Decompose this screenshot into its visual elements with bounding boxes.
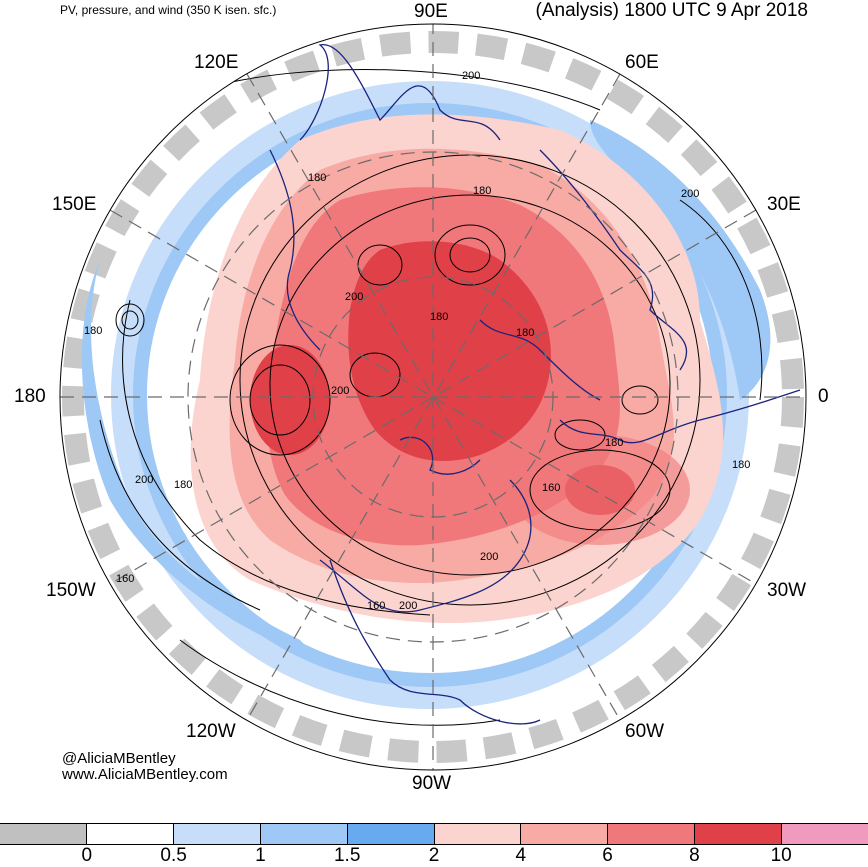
colorbar-segment <box>434 824 522 844</box>
meridian-line <box>109 209 757 585</box>
pressure-contour <box>229 344 331 456</box>
lon-label-150e: 150E <box>52 194 97 215</box>
contour-label: 160 <box>542 482 560 494</box>
colorbar-segment <box>521 824 609 844</box>
colorbar-segment <box>0 824 87 844</box>
colorbar-segment <box>695 824 783 844</box>
contour-label: 180 <box>308 172 326 184</box>
colorbar-segment <box>347 824 435 844</box>
contour-label: 180 <box>84 325 102 337</box>
analysis-time: (Analysis) 1800 UTC 9 Apr 2018 <box>535 0 808 21</box>
pressure-contour <box>179 639 501 726</box>
lon-label-60e: 60E <box>625 52 659 73</box>
polar-stereographic-map: 200 180 180 200 200 180 180 200 180 160 … <box>59 23 807 771</box>
contour-label: 180 <box>174 479 192 491</box>
contour-label: 180 <box>516 327 534 339</box>
colorbar-segment <box>173 824 261 844</box>
pressure-contour <box>249 364 311 436</box>
colorbar-segment <box>608 824 696 844</box>
contour-label: 200 <box>399 600 417 612</box>
contour-label: 200 <box>681 188 699 200</box>
pressure-contour <box>529 449 671 531</box>
colorbar-tick-label: 4 <box>515 845 527 866</box>
credit-handle: @AliciaMBentley <box>62 750 176 767</box>
contour-label: 200 <box>345 291 363 303</box>
lon-label-90w: 90W <box>412 773 452 794</box>
colorbar-tick-label: 0 <box>81 845 93 866</box>
pressure-contour <box>122 299 431 616</box>
contour-label: 180 <box>605 437 623 449</box>
lon-label-0: 0 <box>818 386 829 407</box>
lon-label-180: 180 <box>14 386 46 407</box>
lon-label-90e: 90E <box>414 1 448 22</box>
coastline <box>559 389 801 444</box>
lon-label-120w: 120W <box>186 721 236 742</box>
contour-label: 180 <box>732 459 750 471</box>
pressure-contour <box>434 224 506 286</box>
colorbar-tick-label: 0.5 <box>160 845 187 866</box>
contour-label: 200 <box>331 385 349 397</box>
pv-shading-blue <box>133 103 727 687</box>
coastline <box>539 149 688 371</box>
lon-label-30e: 30E <box>767 194 801 215</box>
colorbar-tick-label: 10 <box>770 845 792 866</box>
contour-label: 200 <box>480 551 498 563</box>
colorbar <box>0 823 868 845</box>
pressure-contour <box>199 69 601 111</box>
credit-site: www.AliciaMBentley.com <box>62 766 228 783</box>
coastline <box>399 436 481 475</box>
colorbar-tick-label: 1.5 <box>333 845 361 866</box>
colorbar-tick-label: 8 <box>689 845 700 866</box>
pressure-contour <box>679 199 763 401</box>
lon-label-30w: 30W <box>767 580 807 601</box>
lon-label-150w: 150W <box>46 580 96 601</box>
map-title: PV, pressure, and wind (350 K isen. sfc.… <box>60 3 277 17</box>
pv-shading-dark-red <box>250 345 330 455</box>
pv-shading-dark-red <box>348 241 551 462</box>
coastline <box>299 44 501 141</box>
pressure-contour <box>115 303 145 337</box>
pv-shading-atlantic-blue <box>590 120 771 400</box>
pv-shading-red <box>510 435 690 545</box>
contour-label: 160 <box>367 600 385 612</box>
colorbar-tick-label: 6 <box>602 845 613 866</box>
meridian-line <box>246 73 621 721</box>
colorbar-segment <box>782 824 868 844</box>
colorbar-segment <box>260 824 348 844</box>
coastline <box>319 479 532 613</box>
pressure-contour <box>621 385 659 415</box>
colorbar-tick-label: 1 <box>255 845 266 866</box>
meridian-line <box>109 209 757 585</box>
pressure-contour <box>121 310 139 330</box>
colorbar-tick-label: 2 <box>428 845 440 866</box>
pressure-contour <box>269 194 671 576</box>
coastline <box>479 319 601 401</box>
colorbar-segment <box>86 824 174 844</box>
pressure-contour <box>99 419 261 611</box>
contour-label: 180 <box>430 311 448 323</box>
pressure-contour <box>357 244 403 286</box>
meridian-line <box>246 73 621 721</box>
contour-label: 160 <box>116 573 134 585</box>
map-boundary <box>59 23 807 771</box>
contour-label: 200 <box>462 70 480 82</box>
coastline <box>269 149 321 351</box>
lon-label-120e: 120E <box>194 52 239 73</box>
pressure-contour <box>449 237 491 273</box>
coastline <box>329 559 541 725</box>
contour-label: 200 <box>135 474 153 486</box>
latitude-circle <box>312 276 554 518</box>
contour-label: 180 <box>473 185 491 197</box>
latitude-circle <box>187 151 679 643</box>
lon-label-60w: 60W <box>625 721 665 742</box>
